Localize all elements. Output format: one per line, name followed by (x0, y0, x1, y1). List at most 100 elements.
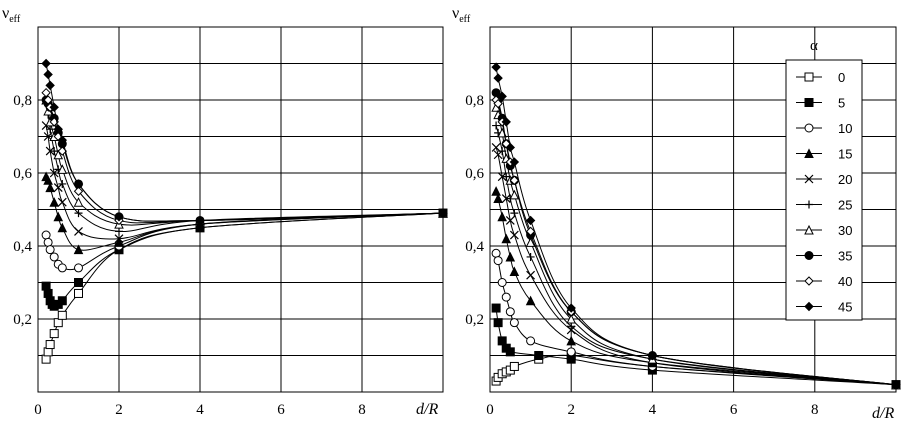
legend-label: 35 (838, 249, 852, 264)
right-xlabel: d/R (872, 405, 894, 422)
right-data-point (509, 361, 519, 371)
right-x-tick-label: 6 (730, 402, 738, 418)
right-y-tick-label: 0,8 (465, 93, 484, 109)
left-data-point (57, 135, 68, 145)
legend-item: 45 (796, 300, 852, 315)
left-data-point (43, 347, 53, 357)
right-data-point (509, 230, 519, 240)
legend-marker (804, 174, 814, 184)
right-data-point (509, 318, 519, 328)
right-data-point (509, 189, 520, 200)
right-data-point (493, 73, 503, 83)
left-x-tick-label: 2 (115, 402, 123, 418)
legend: α 0 5 10 15 20 25 30 35 40 45 (785, 38, 863, 321)
legend-marker (804, 72, 814, 82)
legend-marker (804, 224, 814, 235)
right-x-tick-label: 8 (811, 402, 819, 418)
right-data-point (491, 303, 501, 313)
right-data-point (491, 143, 501, 152)
legend-title: α (810, 38, 818, 54)
right-data-point (505, 347, 515, 357)
right-data-point (509, 157, 520, 167)
left-data-point (74, 209, 83, 218)
left-data-point (43, 237, 53, 247)
right-data-point (505, 251, 516, 262)
right-y-tick-label: 0,4 (465, 239, 484, 255)
left-data-point (49, 252, 59, 262)
left-x-tick-label: 4 (196, 402, 204, 418)
left-series-line (45, 103, 444, 232)
left-data-point (58, 179, 67, 188)
right-data-point (497, 278, 507, 287)
right-y-tick-label: 0,6 (465, 166, 484, 182)
left-ylabel-sub: eff (9, 14, 21, 25)
right-ylabel-sub: eff (459, 14, 471, 25)
left-data-point (53, 183, 63, 193)
left-data-point (41, 230, 51, 240)
left-tick-labels: 0 2 4 6 8 0,2 0,4 0,6 0,8 (13, 93, 366, 418)
left-grid (37, 26, 444, 393)
right-data-point (501, 233, 512, 244)
right-data-point (505, 307, 515, 317)
legend-item: 20 (796, 172, 852, 187)
left-data-point (73, 244, 84, 255)
legend-label: 15 (838, 147, 852, 162)
legend-marker (804, 301, 814, 312)
left-x-tick-label: 0 (34, 402, 42, 418)
right-series-45 (491, 62, 901, 390)
right-x-tick-label: 2 (567, 402, 575, 418)
legend-item: 15 (796, 147, 852, 162)
left-data-point (73, 197, 84, 207)
right-data-point (525, 226, 536, 237)
left-y-tick-label: 0,8 (13, 93, 32, 109)
legend-label: 0 (838, 70, 845, 85)
left-ylabel: νeff (2, 5, 21, 25)
legend-item: 30 (796, 223, 852, 238)
right-data-point (491, 248, 501, 258)
legend-item: 35 (796, 249, 852, 264)
left-data-point (45, 340, 55, 350)
right-y-tick-label: 0,2 (465, 312, 484, 328)
legend-item: 5 (796, 96, 845, 111)
legend-label: 20 (838, 172, 852, 187)
left-x-tick-label: 8 (358, 402, 366, 418)
left-series-line (45, 212, 444, 360)
left-data-point (57, 164, 68, 174)
right-tick-labels: 0 2 4 6 8 0,2 0,4 0,6 0,8 (465, 93, 818, 418)
right-data-point (526, 336, 536, 346)
left-data-point (57, 197, 67, 207)
legend-item: 25 (796, 198, 852, 213)
left-data-point (46, 125, 55, 134)
right-data-point (526, 270, 536, 280)
legend-item: 10 (796, 121, 852, 136)
left-data-point (45, 245, 55, 255)
left-series-0 (41, 208, 448, 364)
legend-label: 10 (838, 121, 852, 136)
left-data-point (73, 186, 84, 196)
legend-marker (805, 200, 813, 209)
left-data-point (73, 179, 84, 189)
right-series-group (491, 62, 901, 390)
left-data-point (74, 278, 83, 287)
left-xlabel: d/R (416, 401, 438, 418)
right-data-point (501, 117, 511, 127)
left-data-point (115, 227, 123, 236)
left-series-40 (41, 87, 448, 226)
right-data-point (491, 186, 501, 196)
left-y-tick-label: 0,2 (13, 312, 32, 328)
left-series-35 (41, 95, 448, 225)
left-series-group (41, 58, 448, 364)
right-series-10 (491, 248, 901, 390)
right-data-point (566, 335, 577, 346)
left-x-tick-label: 6 (277, 402, 285, 418)
right-data-point (567, 322, 576, 331)
right-plot-frame (489, 26, 897, 393)
left-data-point (114, 237, 124, 247)
right-ylabel: νeff (452, 5, 471, 25)
left-y-tick-label: 0,4 (13, 239, 32, 255)
left-data-point (41, 87, 51, 98)
right-data-point (492, 121, 501, 130)
left-data-point (57, 222, 68, 233)
legend-label: 5 (838, 96, 845, 111)
